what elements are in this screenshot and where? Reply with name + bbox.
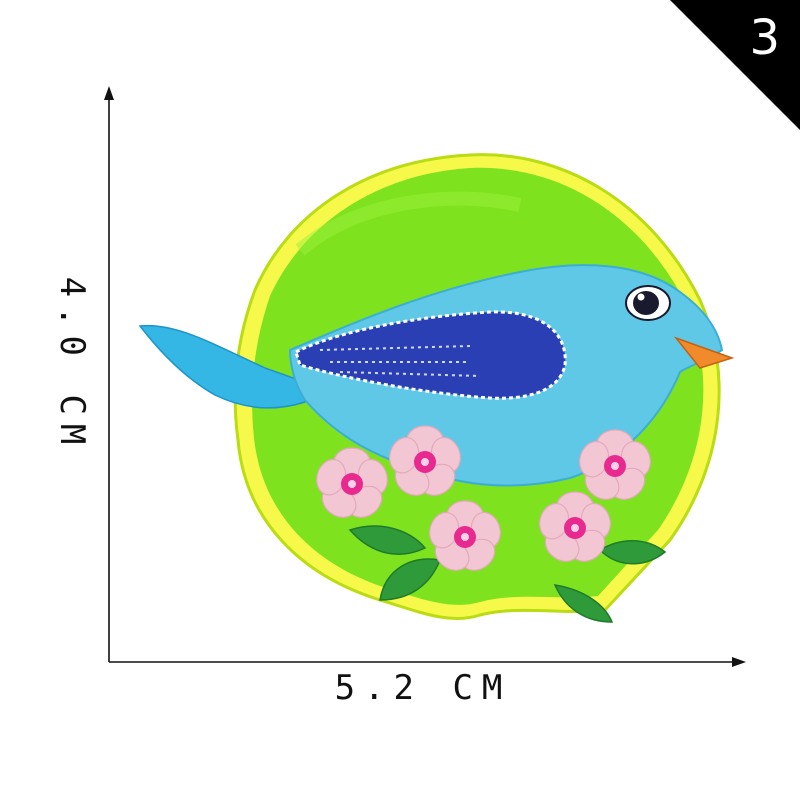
leaf	[553, 584, 614, 623]
leaf	[598, 539, 667, 565]
flower	[429, 500, 501, 571]
width-axis-arrow	[732, 657, 746, 667]
bird-beak	[673, 336, 735, 369]
leaves	[348, 525, 667, 623]
flower	[579, 429, 651, 500]
flower	[316, 447, 388, 518]
flower	[389, 425, 461, 496]
flower	[539, 491, 611, 562]
height-axis-arrow	[104, 86, 114, 100]
bird-tail	[138, 324, 311, 409]
flowers	[316, 425, 651, 571]
bird-wing	[294, 310, 567, 400]
leaf	[348, 525, 427, 555]
badge-number: 3	[749, 10, 780, 66]
width-dimension-label: 5.2 CM	[334, 668, 512, 708]
dimension-axes	[104, 86, 746, 667]
corner-badge	[670, 0, 800, 130]
height-dimension-label: 4.0 CM	[52, 276, 92, 454]
